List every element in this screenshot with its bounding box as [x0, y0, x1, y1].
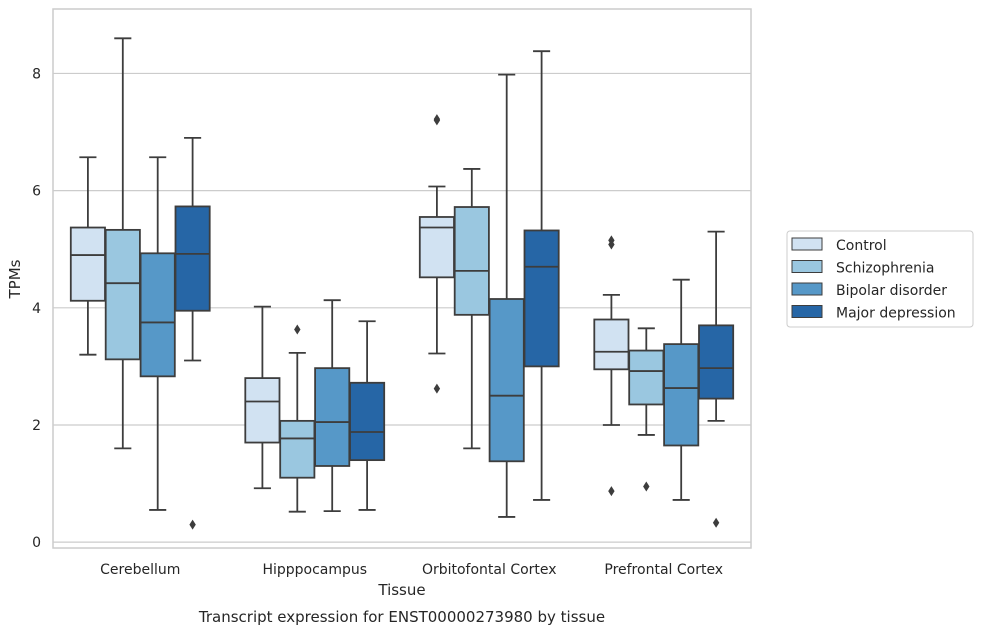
- outlier-point: [608, 486, 615, 497]
- legend: Control Schizophrenia Bipolar disorder Majo…: [786, 230, 974, 328]
- legend-swatch: [791, 260, 823, 273]
- box: [244, 305, 281, 490]
- box: [349, 320, 386, 511]
- outlier-point: [433, 383, 441, 394]
- box: [453, 168, 490, 450]
- box-body: [104, 228, 141, 361]
- legend-label: Major depression: [836, 306, 956, 322]
- box-body: [279, 419, 316, 479]
- x-tick-label: Hipppocampus: [262, 562, 367, 578]
- legend-label: Control: [836, 238, 887, 254]
- box: [488, 73, 525, 518]
- x-tick-label: Cerebellum: [100, 562, 180, 578]
- outlier-point: [643, 481, 650, 492]
- box: [418, 114, 455, 394]
- box-body: [349, 381, 386, 462]
- legend-swatch: [791, 237, 823, 251]
- y-tick-label: 0: [32, 535, 41, 551]
- box-body: [488, 298, 525, 463]
- box: [698, 230, 735, 528]
- outlier-point: [712, 517, 720, 528]
- y-tick-label: 4: [32, 301, 41, 317]
- x-tick-label: Orbitofontal Cortex: [422, 562, 557, 578]
- outlier-point: [294, 324, 301, 335]
- plot-frame: [52, 8, 752, 549]
- y-tick-label: 6: [32, 184, 41, 200]
- boxes: [69, 37, 735, 530]
- box-body: [453, 206, 490, 316]
- box-body: [523, 229, 560, 368]
- legend-swatch: [791, 305, 823, 318]
- box-body: [628, 349, 665, 406]
- legend-frame: [786, 230, 974, 328]
- x-tick-label: Prefrontal Cortex: [604, 562, 723, 578]
- box: [663, 278, 700, 501]
- box: [104, 37, 141, 450]
- box: [69, 156, 106, 356]
- box-body: [698, 324, 735, 400]
- x-axis-ticks: Cerebellum Hipppocampus Orbitofontal Corte…: [100, 562, 723, 578]
- box-body: [69, 226, 106, 302]
- box: [523, 50, 560, 501]
- box-body: [139, 252, 176, 378]
- y-tick-label: 2: [32, 418, 41, 434]
- y-axis-ticks: 0 2 4 6 8: [32, 66, 41, 551]
- legend-swatch: [791, 282, 823, 296]
- x-axis-label: Tissue: [377, 581, 425, 599]
- outlier-point: [189, 519, 196, 530]
- box: [593, 235, 630, 497]
- outlier-point: [433, 115, 441, 126]
- box: [628, 327, 665, 492]
- box-body: [593, 318, 630, 371]
- y-tick-label: 8: [32, 66, 41, 82]
- legend-label: Bipolar disorder: [836, 283, 947, 299]
- box-body: [418, 216, 455, 279]
- box: [139, 156, 176, 511]
- chart-caption: Transcript expression for ENST0000027398…: [198, 608, 605, 626]
- outlier-point: [608, 239, 615, 250]
- legend-label: Schizophrenia: [836, 261, 934, 277]
- box-body: [244, 377, 281, 444]
- box: [174, 136, 211, 530]
- box-body: [314, 367, 351, 467]
- y-axis-label: TPMs: [6, 259, 24, 299]
- box-body: [174, 205, 211, 312]
- box-body: [663, 343, 700, 447]
